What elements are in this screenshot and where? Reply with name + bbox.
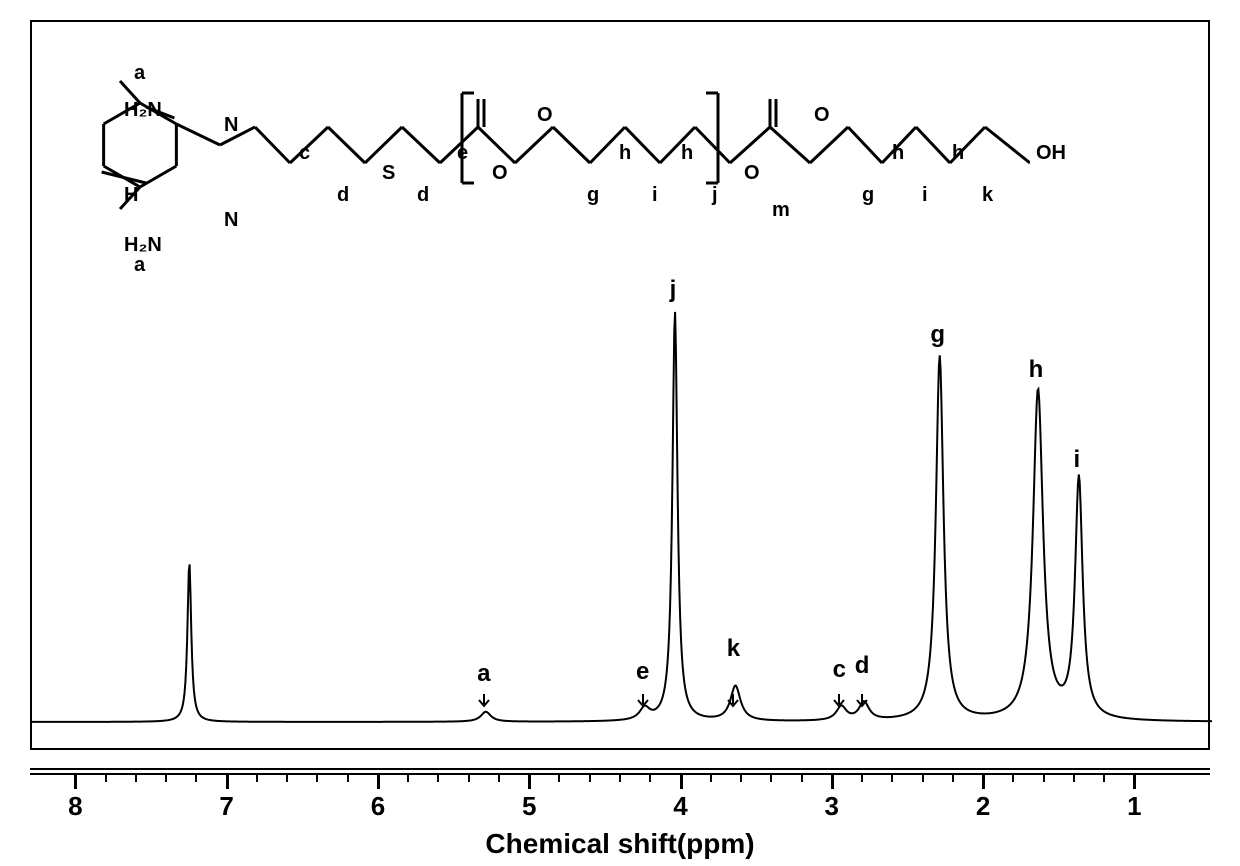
peak-label-h: h <box>1024 356 1048 384</box>
structure-label: H <box>124 184 138 207</box>
xaxis-minor-tick <box>770 775 772 782</box>
xaxis-minor-tick <box>316 775 318 782</box>
xaxis-minor-tick <box>801 775 803 782</box>
xaxis-minor-tick <box>710 775 712 782</box>
xaxis-minor-tick <box>468 775 470 782</box>
structure-label: OH <box>1036 142 1066 165</box>
xaxis-minor-tick <box>165 775 167 782</box>
xaxis-minor-tick <box>619 775 621 782</box>
peak-label-k: k <box>721 635 745 663</box>
structure-label: m <box>772 199 790 222</box>
xaxis-major-tick <box>982 775 985 789</box>
xaxis-major-tick <box>226 775 229 789</box>
peak-label-j: j <box>661 276 685 304</box>
xaxis-minor-tick <box>1043 775 1045 782</box>
arrow-d <box>855 694 869 712</box>
peak-label-g: g <box>926 321 950 349</box>
structure-label: d <box>337 184 349 207</box>
xaxis-minor-tick <box>589 775 591 782</box>
peak-label-d: d <box>850 652 874 680</box>
structure-label: h <box>892 142 904 165</box>
structure-label: O <box>814 104 830 127</box>
arrow-c <box>832 694 846 712</box>
xaxis-tick-label: 1 <box>1114 791 1154 822</box>
xaxis-tick-label: 4 <box>661 791 701 822</box>
arrow-a <box>477 694 491 712</box>
structure-label: N <box>224 114 238 137</box>
xaxis-minor-tick <box>861 775 863 782</box>
peak-label-a: a <box>472 660 496 688</box>
structure-label: O <box>744 162 760 185</box>
structure-label: O <box>537 104 553 127</box>
peak-label-e: e <box>631 658 655 686</box>
xaxis-minor-tick <box>649 775 651 782</box>
structure-label: N <box>224 209 238 232</box>
chemical-structure <box>70 30 1030 280</box>
structure-label: h <box>619 142 631 165</box>
structure-label: a <box>134 62 145 85</box>
xaxis-tick-label: 5 <box>509 791 549 822</box>
arrow-e <box>636 694 650 712</box>
peak-label-c: c <box>827 656 851 684</box>
xaxis-minor-tick <box>105 775 107 782</box>
structure-label: e <box>457 142 468 165</box>
xaxis-minor-tick <box>437 775 439 782</box>
xaxis-tick-label: 3 <box>812 791 852 822</box>
xaxis-minor-tick <box>498 775 500 782</box>
xaxis-minor-tick <box>407 775 409 782</box>
xaxis-minor-tick <box>952 775 954 782</box>
xaxis-minor-tick <box>135 775 137 782</box>
structure-label: k <box>982 184 993 207</box>
structure-label: h <box>681 142 693 165</box>
xaxis-tick-label: 8 <box>55 791 95 822</box>
xaxis-minor-tick <box>1012 775 1014 782</box>
xaxis-minor-tick <box>922 775 924 782</box>
structure-label: i <box>922 184 928 207</box>
structure-label: g <box>862 184 874 207</box>
structure-label: O <box>492 162 508 185</box>
xaxis-tick-label: 2 <box>963 791 1003 822</box>
xaxis-minor-tick <box>1073 775 1075 782</box>
structure-label: c <box>299 142 310 165</box>
xaxis-tick-label: 6 <box>358 791 398 822</box>
structure-label: i <box>652 184 658 207</box>
xaxis-minor-tick <box>347 775 349 782</box>
xaxis-major-tick <box>831 775 834 789</box>
xaxis-minor-tick <box>558 775 560 782</box>
xaxis-major-tick <box>680 775 683 789</box>
xaxis-major-tick <box>1133 775 1136 789</box>
xaxis-major-tick <box>528 775 531 789</box>
xaxis-label: Chemical shift(ppm) <box>30 828 1210 860</box>
xaxis-major-tick <box>377 775 380 789</box>
structure-label: h <box>952 142 964 165</box>
structure-label: H₂N <box>124 99 162 122</box>
structure-label: j <box>712 184 718 207</box>
structure-label: a <box>134 254 145 277</box>
xaxis-minor-tick <box>1103 775 1105 782</box>
xaxis-major-tick <box>74 775 77 789</box>
xaxis-minor-tick <box>256 775 258 782</box>
peak-label-i: i <box>1065 446 1089 474</box>
arrow-k <box>726 694 740 712</box>
xaxis-minor-tick <box>891 775 893 782</box>
xaxis-line <box>30 768 1210 770</box>
xaxis-minor-tick <box>286 775 288 782</box>
xaxis-minor-tick <box>740 775 742 782</box>
xaxis-tick-label: 7 <box>207 791 247 822</box>
structure-label: g <box>587 184 599 207</box>
xaxis-minor-tick <box>195 775 197 782</box>
structure-label: S <box>382 162 395 185</box>
structure-label: d <box>417 184 429 207</box>
